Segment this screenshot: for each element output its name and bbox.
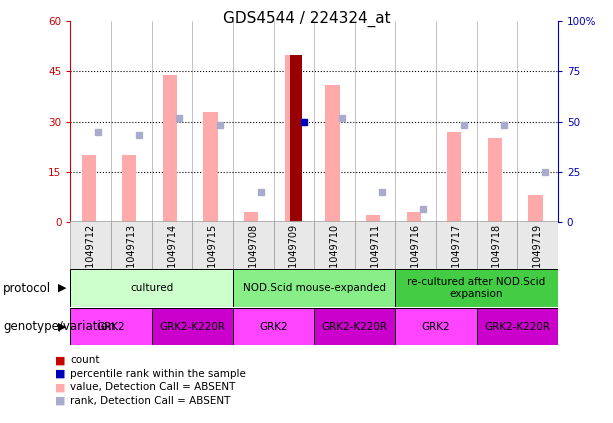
Bar <box>233 308 314 345</box>
Bar <box>233 269 395 307</box>
Text: re-cultured after NOD.Scid
expansion: re-cultured after NOD.Scid expansion <box>408 277 546 299</box>
Bar <box>204 112 218 222</box>
Text: GSM1049713: GSM1049713 <box>126 224 137 289</box>
Text: GRK2-K220R: GRK2-K220R <box>159 321 226 332</box>
Text: ▶: ▶ <box>58 321 66 332</box>
Bar <box>192 221 233 269</box>
Bar <box>406 212 421 222</box>
Text: GRK2: GRK2 <box>422 321 451 332</box>
Bar <box>111 221 151 269</box>
Text: rank, Detection Call = ABSENT: rank, Detection Call = ABSENT <box>70 396 231 406</box>
Text: GSM1049717: GSM1049717 <box>451 224 462 289</box>
Bar <box>488 138 502 222</box>
Bar <box>517 221 558 269</box>
Text: protocol: protocol <box>3 282 51 294</box>
Text: NOD.Scid mouse-expanded: NOD.Scid mouse-expanded <box>243 283 386 293</box>
Text: GSM1049712: GSM1049712 <box>86 224 96 289</box>
Bar <box>244 212 258 222</box>
Bar <box>326 85 340 222</box>
Text: ■: ■ <box>55 355 66 365</box>
Text: GSM1049716: GSM1049716 <box>411 224 421 289</box>
Bar <box>290 55 302 222</box>
Text: GSM1049711: GSM1049711 <box>370 224 380 289</box>
Bar <box>152 308 233 345</box>
Text: ■: ■ <box>55 396 66 406</box>
Text: GSM1049709: GSM1049709 <box>289 224 299 289</box>
Bar <box>477 221 517 269</box>
Text: GRK2-K220R: GRK2-K220R <box>322 321 388 332</box>
Text: GRK2: GRK2 <box>97 321 126 332</box>
Bar <box>395 269 558 307</box>
Bar <box>163 75 177 222</box>
Bar <box>528 195 543 222</box>
Bar <box>233 221 273 269</box>
Bar <box>355 221 395 269</box>
Text: ▶: ▶ <box>58 283 66 293</box>
Text: GSM1049715: GSM1049715 <box>208 224 218 289</box>
Text: genotype/variation: genotype/variation <box>3 320 116 333</box>
Text: GRK2-K220R: GRK2-K220R <box>484 321 550 332</box>
Text: cultured: cultured <box>130 283 173 293</box>
Text: count: count <box>70 355 100 365</box>
Bar <box>314 221 355 269</box>
Bar <box>273 221 314 269</box>
Bar <box>436 221 477 269</box>
Text: GSM1049710: GSM1049710 <box>329 224 340 289</box>
Bar <box>70 308 152 345</box>
Bar <box>395 221 436 269</box>
Bar <box>82 155 96 222</box>
Text: GSM1049718: GSM1049718 <box>492 224 502 289</box>
Bar <box>477 308 558 345</box>
Bar <box>70 221 111 269</box>
Bar <box>314 308 395 345</box>
Text: GSM1049719: GSM1049719 <box>533 224 543 289</box>
Bar <box>152 221 192 269</box>
Text: GRK2: GRK2 <box>259 321 288 332</box>
Text: GSM1049708: GSM1049708 <box>248 224 258 289</box>
Bar <box>122 155 137 222</box>
Text: ■: ■ <box>55 382 66 393</box>
Text: GDS4544 / 224324_at: GDS4544 / 224324_at <box>223 11 390 27</box>
Bar <box>395 308 477 345</box>
Text: GSM1049714: GSM1049714 <box>167 224 177 289</box>
Bar <box>284 55 299 222</box>
Text: ■: ■ <box>55 369 66 379</box>
Text: percentile rank within the sample: percentile rank within the sample <box>70 369 246 379</box>
Bar <box>447 132 462 222</box>
Text: value, Detection Call = ABSENT: value, Detection Call = ABSENT <box>70 382 236 393</box>
Bar <box>70 269 233 307</box>
Bar <box>366 215 380 222</box>
